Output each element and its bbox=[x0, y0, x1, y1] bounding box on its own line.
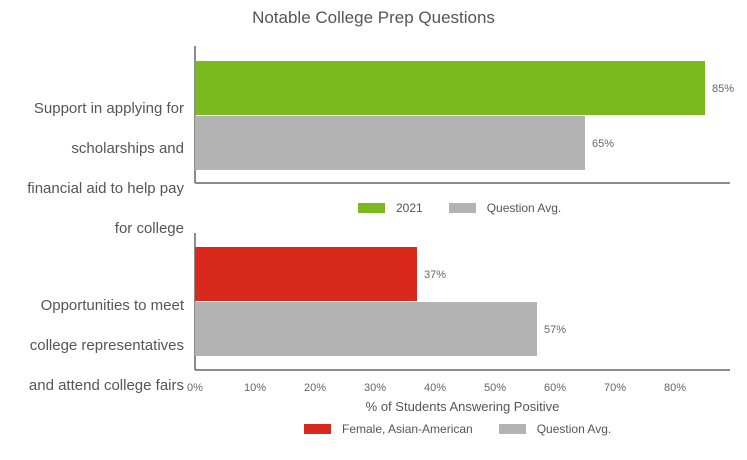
x-tick-label: 40% bbox=[424, 382, 446, 394]
legend-label: 2021 bbox=[396, 201, 423, 215]
category-label-line: college representatives bbox=[29, 337, 184, 354]
legend-top: 2021 Question Avg. bbox=[358, 201, 587, 215]
x-tick-label: 70% bbox=[604, 382, 626, 394]
legend-swatch-question-avg bbox=[448, 203, 476, 213]
x-axis-label: % of Students Answering Positive bbox=[365, 399, 560, 414]
bar bbox=[195, 247, 417, 301]
legend-item: Female, Asian-American bbox=[304, 422, 473, 436]
legend-item: Question Avg. bbox=[498, 422, 612, 436]
category-label-line: financial aid to help pay bbox=[27, 180, 184, 197]
x-tick-label: 80% bbox=[664, 382, 686, 394]
x-tick-label: 20% bbox=[304, 382, 326, 394]
legend-swatch-question-avg bbox=[498, 424, 526, 434]
legend-item: Question Avg. bbox=[448, 201, 562, 215]
category-label-line: scholarships and bbox=[71, 140, 184, 157]
legend-swatch-2021 bbox=[358, 203, 385, 213]
x-tick-label: 10% bbox=[244, 382, 266, 394]
bar-value-label: 37% bbox=[424, 269, 446, 281]
bar bbox=[195, 116, 585, 170]
legend-label: Female, Asian-American bbox=[342, 422, 473, 436]
legend-label: Question Avg. bbox=[536, 422, 612, 436]
bar-value-label: 57% bbox=[544, 324, 566, 336]
bar-value-label: 65% bbox=[592, 138, 614, 150]
category-label-line: and attend college fairs bbox=[28, 377, 184, 394]
legend-item: 2021 bbox=[358, 201, 423, 215]
legend-swatch-female-asian-american bbox=[304, 424, 331, 434]
bar bbox=[195, 302, 537, 356]
category-label-scholarships: Support in applying for scholarships and… bbox=[27, 79, 184, 259]
x-tick-label: 0% bbox=[187, 382, 203, 394]
category-label-line: for college bbox=[114, 220, 184, 237]
chart-title: Notable College Prep Questions bbox=[252, 8, 495, 27]
x-tick-label: 50% bbox=[484, 382, 506, 394]
x-tick-label: 30% bbox=[364, 382, 386, 394]
legend-bottom: Female, Asian-American Question Avg. bbox=[304, 422, 637, 436]
x-tick-label: 60% bbox=[544, 382, 566, 394]
category-label-line: Opportunities to meet bbox=[40, 297, 184, 314]
legend-label: Question Avg. bbox=[486, 201, 562, 215]
category-label-college-fairs: Opportunities to meet college representa… bbox=[29, 276, 184, 416]
category-label-line: Support in applying for bbox=[33, 100, 184, 117]
bar-value-label: 85% bbox=[712, 83, 734, 95]
bar bbox=[195, 61, 705, 115]
